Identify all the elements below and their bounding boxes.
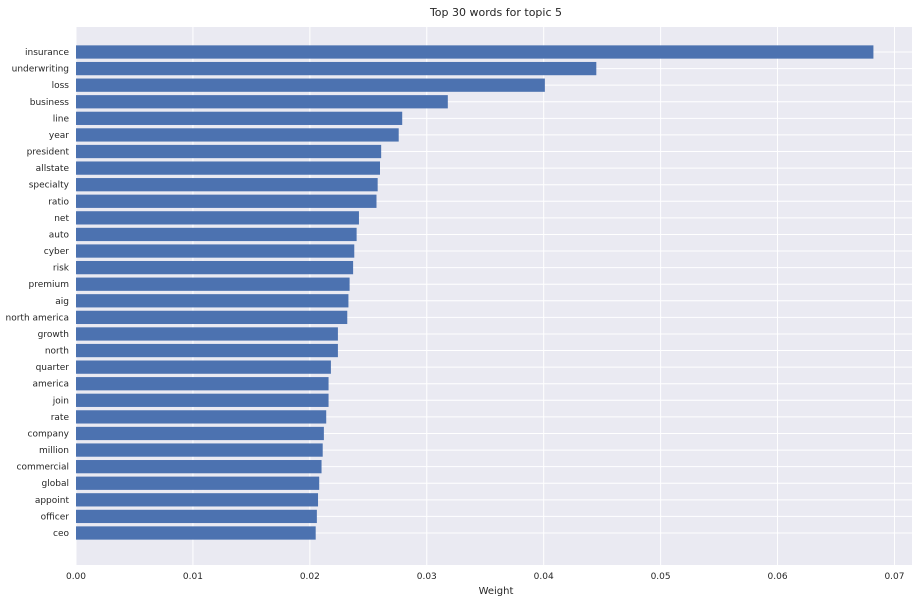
bar-ratio [76, 194, 377, 208]
y-tick-label: company [28, 429, 70, 439]
y-tick-label: growth [38, 330, 69, 340]
x-tick-label: 0.07 [884, 572, 904, 582]
y-tick-label: north america [6, 313, 70, 323]
y-tick-label: officer [41, 512, 70, 522]
bar-growth [76, 327, 338, 341]
y-tick-label: insurance [25, 48, 69, 58]
bar-net [76, 211, 359, 225]
y-tick-label: join [52, 396, 69, 406]
y-tick-label: underwriting [12, 65, 69, 75]
bar-america [76, 377, 329, 391]
bar-business [76, 95, 448, 109]
y-tick-label: premium [29, 280, 70, 290]
y-tick-label: allstate [36, 164, 70, 174]
y-tick-labels: insurance underwriting loss business line yea… [6, 48, 70, 539]
bar-global [76, 476, 320, 490]
bar-president [76, 144, 382, 159]
y-tick-label: north [45, 347, 69, 357]
y-tick-label: president [27, 148, 70, 158]
y-tick-label: business [30, 98, 70, 108]
x-tick-label: 0.01 [183, 572, 203, 582]
y-tick-label: quarter [36, 363, 70, 373]
bar-company [76, 426, 324, 441]
bar-ceo [76, 526, 316, 540]
y-tick-label: auto [49, 230, 70, 240]
y-tick-label: global [42, 479, 69, 489]
x-tick-label: 0.06 [768, 572, 788, 582]
bar-million [76, 443, 323, 457]
bar-insurance [76, 45, 874, 59]
y-tick-label: million [39, 446, 69, 456]
y-tick-label: ceo [53, 529, 69, 539]
bar-rate [76, 410, 327, 424]
bar-loss [76, 78, 545, 92]
bar-risk [76, 260, 354, 275]
bar-underwriting [76, 61, 597, 76]
bar-line [76, 111, 403, 125]
bar-appoint [76, 493, 319, 507]
x-tick-label: 0.03 [417, 572, 437, 582]
y-tick-label: risk [53, 264, 70, 274]
chart-title: Top 30 words for topic 5 [429, 6, 562, 19]
bar-allstate [76, 161, 380, 175]
bar-north-america [76, 310, 348, 325]
bar-cyber [76, 244, 355, 258]
x-tick-label: 0.00 [66, 572, 86, 582]
bar-specialty [76, 178, 378, 192]
x-tick-label: 0.04 [534, 572, 554, 582]
y-tick-label: specialty [29, 181, 70, 191]
y-tick-label: year [49, 131, 69, 141]
y-tick-label: net [54, 214, 69, 224]
y-tick-label: appoint [35, 496, 70, 506]
x-tick-label: 0.05 [651, 572, 671, 582]
x-axis-label: Weight [479, 586, 514, 597]
y-tick-label: line [53, 114, 70, 124]
y-tick-label: rate [51, 413, 70, 423]
x-tick-label: 0.02 [300, 572, 320, 582]
x-tick-labels: 0.00 0.01 0.02 0.03 0.04 0.05 0.06 0.07 [66, 572, 905, 582]
bar-aig [76, 294, 349, 308]
y-tick-label: ratio [48, 197, 69, 207]
y-tick-label: america [33, 380, 69, 390]
bar-premium [76, 277, 350, 291]
y-tick-label: loss [52, 81, 70, 91]
bar-quarter [76, 360, 331, 374]
bar-join [76, 393, 329, 407]
bar-auto [76, 227, 357, 242]
y-tick-label: cyber [44, 247, 70, 257]
y-tick-label: aig [55, 297, 69, 307]
y-tick-label: commercial [17, 463, 70, 473]
bar-commercial [76, 460, 322, 474]
bar-north [76, 343, 338, 358]
bar-year [76, 128, 399, 142]
bars-group [76, 45, 874, 540]
bar-officer [76, 509, 317, 524]
